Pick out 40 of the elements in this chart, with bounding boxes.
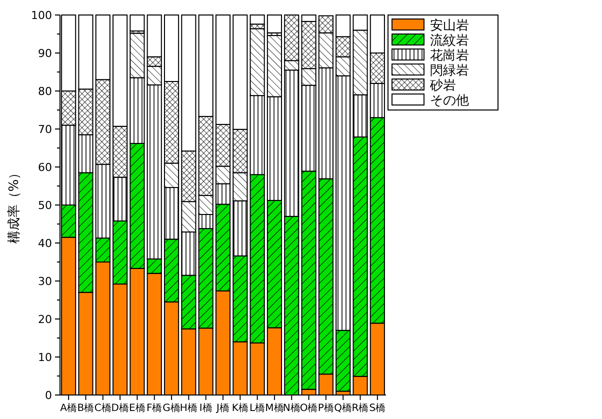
legend-label: 流紋岩 — [430, 32, 469, 49]
x-tick-label: B橋 — [77, 402, 94, 414]
x-tick-label: E橋 — [129, 402, 146, 414]
x-tick-label: O橋 — [300, 402, 318, 414]
x-tick-label: I橋 — [199, 402, 212, 414]
y-tick-label: 30 — [38, 274, 52, 288]
x-tick-label: D橋 — [111, 402, 129, 414]
x-tick-label: M橋 — [265, 402, 284, 414]
y-tick-label: 70 — [38, 122, 52, 136]
x-tick-label: S橋 — [369, 402, 386, 414]
x-tick-label: F橋 — [146, 402, 162, 414]
y-tick-label: 100 — [31, 8, 52, 22]
y-tick-label: 20 — [38, 312, 52, 326]
bar — [250, 14, 265, 25]
legend-label: 砂岩 — [429, 78, 456, 94]
legend-label: その他 — [430, 94, 469, 109]
y-tick-label: 90 — [38, 46, 52, 60]
y-axis-title: 構成率（%） — [6, 166, 22, 244]
y-tick-label: 60 — [38, 160, 52, 174]
x-tick-label: C橋 — [94, 402, 112, 414]
x-tick-label: H橋 — [180, 402, 198, 414]
x-tick-label: P橋 — [318, 402, 334, 414]
x-tick-label: J橋 — [216, 402, 230, 414]
x-tick-label: G橋 — [162, 402, 180, 414]
bar — [266, 14, 282, 34]
x-tick-label: K橋 — [232, 402, 248, 414]
y-tick-label: 0 — [45, 388, 52, 402]
x-tick-label: L橋 — [250, 402, 266, 414]
y-tick-label: 50 — [38, 198, 52, 212]
y-tick-label: 10 — [38, 350, 52, 364]
y-tick-label: 80 — [38, 84, 52, 98]
x-tick-label: N橋 — [282, 402, 300, 414]
x-tick-label: R橋 — [352, 402, 369, 414]
legend-label: 安山岩 — [430, 18, 469, 34]
legend-label: 閃緑岩 — [430, 64, 469, 79]
bar — [130, 14, 145, 32]
x-tick-label: Q橋 — [334, 402, 352, 414]
legend-label: 花崗岩 — [430, 48, 469, 64]
y-tick-label: 40 — [38, 236, 52, 250]
x-tick-label: A橋 — [60, 402, 77, 414]
